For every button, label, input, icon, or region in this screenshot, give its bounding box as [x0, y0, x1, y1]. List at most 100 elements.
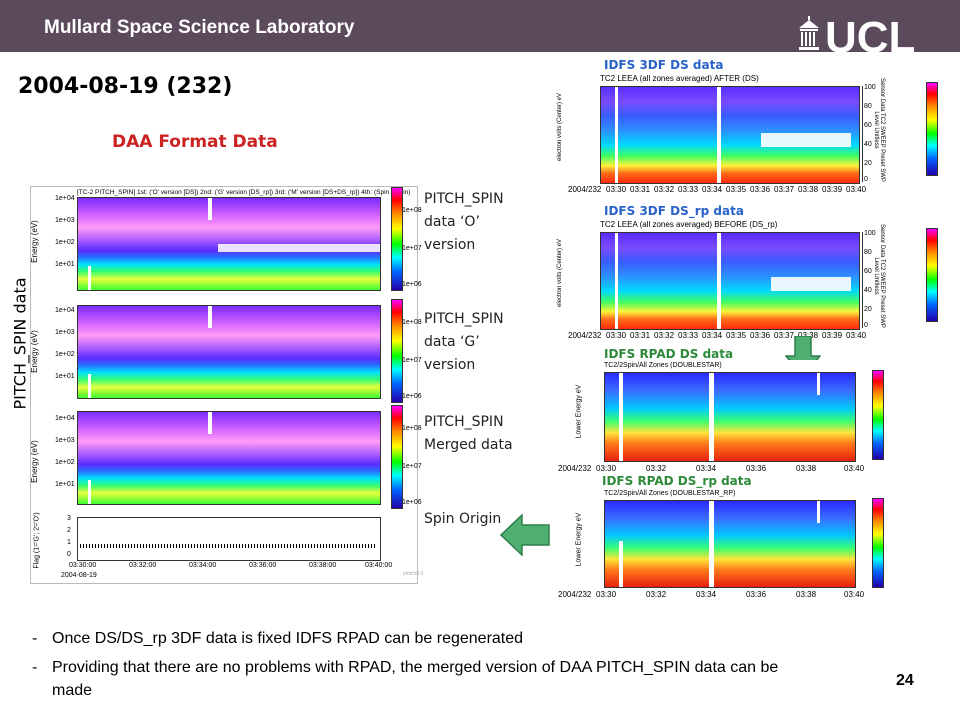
spectrogram-o-version — [77, 197, 381, 291]
trpadrp-4: 03:36 — [746, 590, 767, 599]
title-3df-ds-rp: TC2 LEEA (all zones averaged) BEFORE (DS… — [600, 220, 778, 229]
t3df-8: 03:37 — [774, 185, 795, 194]
plot-3df-ds-rp: TC2 LEEA (all zones averaged) BEFORE (DS… — [556, 218, 940, 346]
panel1-ylabel: Energy (eV) — [29, 220, 39, 263]
cb3-tick-2: 1e+06 — [402, 499, 422, 506]
colorbar-3df-ds-rp — [926, 228, 938, 322]
white-band — [218, 244, 380, 252]
swp-tick-4: 20 — [864, 160, 872, 167]
t3df-11: 03:40 — [846, 185, 867, 194]
swp-level-scale — [862, 232, 863, 328]
spectrogram-rpad-ds-rp — [604, 500, 856, 588]
p1-tick-0: 1e+04 — [55, 195, 75, 202]
cb3-tick-0: 1e+08 — [402, 425, 422, 432]
cb1-tick-0: 1e+08 — [402, 207, 422, 214]
t3dfrp-3: 03:32 — [654, 331, 675, 340]
spectrogram-3df-ds-rp — [600, 232, 860, 330]
t3dfrp-11: 03:40 — [846, 331, 867, 340]
data-gap — [208, 198, 212, 220]
note-o-version: PITCH_SPIN data ‘O’ version — [424, 191, 504, 253]
t3df-0: 2004/232 — [568, 185, 602, 194]
cb3-tick-1: 1e+07 — [402, 463, 422, 470]
flag-tick-2: 1 — [67, 539, 71, 546]
bullet-dash: - — [32, 630, 38, 647]
note-g-version: PITCH_SPIN data ‘G’ version — [424, 311, 504, 373]
date-title: 2004-08-19 (232) — [18, 74, 233, 99]
data-gap — [615, 87, 618, 183]
spin-origin-panel — [77, 517, 381, 561]
flag-tick-3: 0 — [67, 551, 71, 558]
bullet-2-text: Providing that there are no problems wit… — [52, 659, 779, 699]
trpad-3: 03:34 — [696, 464, 717, 473]
t3df-1: 03:30 — [606, 185, 627, 194]
data-gap — [619, 541, 623, 587]
white-patch — [771, 277, 851, 291]
swp-tick-3: 40 — [864, 141, 872, 148]
ylabel-rpad-ds-rp: Lower Energy eV — [575, 512, 583, 567]
p3-tick-0: 1e+04 — [55, 415, 75, 422]
swp-tick-2: 60 — [864, 122, 872, 129]
colorbar-rpad-ds-rp — [872, 498, 884, 588]
left-pitch-spin-plot: [TC-2 PITCH_SPIN] 1st: ('O' version [DS]… — [29, 186, 423, 584]
header-bar — [0, 0, 960, 52]
plot-3df-ds: TC2 LEEA (all zones averaged) AFTER (DS)… — [556, 72, 940, 200]
t3df-10: 03:39 — [822, 185, 843, 194]
spectrogram-g-version — [77, 305, 381, 399]
t3dfrp-1: 03:30 — [606, 331, 627, 340]
p3-tick-2: 1e+02 — [55, 459, 75, 466]
swp2-tick-4: 20 — [864, 306, 872, 313]
cb2-tick-2: 1e+06 — [402, 393, 422, 400]
title-3df-ds: TC2 LEEA (all zones averaged) AFTER (DS) — [600, 74, 759, 83]
cb1-tick-2: 1e+06 — [402, 281, 422, 288]
cb2-tick-1: 1e+07 — [402, 357, 422, 364]
t3dfrp-5: 03:34 — [702, 331, 723, 340]
data-gap — [709, 501, 714, 587]
bullet-2: - Providing that there are no problems w… — [32, 656, 812, 702]
p1-tick-3: 1e+01 — [55, 261, 75, 268]
caption-rpad-ds: IDFS RPAD DS data — [604, 347, 734, 361]
data-gap — [717, 233, 721, 329]
caption-rpad-ds-rp: IDFS RPAD DS_rp data — [602, 474, 752, 488]
data-gap — [717, 87, 721, 183]
caption-3df-ds-rp: IDFS 3DF DS_rp data — [604, 204, 744, 218]
p2-tick-3: 1e+01 — [55, 373, 75, 380]
plot-rpad-ds-rp: TC2/2Spin/All Zones (DOUBLESTAR_RP) Lowe… — [556, 488, 900, 602]
swp-level-scale — [862, 86, 863, 182]
panel4-ylabel: Flag (1='G'; 2='O') — [33, 512, 41, 569]
page-number: 24 — [896, 672, 914, 689]
colorbar-2 — [391, 299, 403, 403]
trpadrp-5: 03:38 — [796, 590, 817, 599]
daa-format-title: DAA Format Data — [112, 132, 278, 152]
t3dfrp-0: 2004/232 — [568, 331, 602, 340]
colorbar-1 — [391, 187, 403, 291]
data-gap — [88, 480, 91, 504]
side-3df-ds: Sensor Data TC2 SWEEP Preset SWP Level U… — [873, 78, 885, 182]
panel2-ylabel: Energy (eV) — [29, 330, 39, 373]
t3df-9: 03:38 — [798, 185, 819, 194]
trpadrp-1: 03:30 — [596, 590, 617, 599]
arrow-left-icon — [499, 513, 550, 561]
white-patch — [761, 133, 851, 147]
swp-tick-5: 0 — [864, 176, 868, 183]
spectrogram-merged — [77, 411, 381, 505]
trpadrp-2: 03:32 — [646, 590, 667, 599]
note-merged: PITCH_SPIN Merged data — [424, 414, 513, 453]
ylabel-3df-ds-rp: electron volts (Center) eV — [557, 238, 564, 308]
t3df-6: 03:35 — [726, 185, 747, 194]
t3df-4: 03:33 — [678, 185, 699, 194]
data-gap — [709, 373, 714, 461]
p1-tick-2: 1e+02 — [55, 239, 75, 246]
time-tick-5: 03:40:00 — [365, 562, 393, 569]
data-gap — [615, 233, 618, 329]
swp2-tick-5: 0 — [864, 322, 868, 329]
trpad-6: 03:40 — [844, 464, 865, 473]
ucl-logo: UCL — [795, 13, 953, 62]
swp2-tick-0: 100 — [864, 230, 876, 237]
note-spin-origin: Spin Origin — [424, 511, 502, 527]
plot-rpad-ds: TC2/2Spin/All Zones (DOUBLESTAR) Lower E… — [556, 360, 900, 474]
data-gap — [208, 412, 212, 434]
trpad-5: 03:38 — [796, 464, 817, 473]
t3dfrp-2: 03:31 — [630, 331, 651, 340]
bullet-1: - Once DS/DS_rp 3DF data is fixed IDFS RP… — [32, 627, 892, 650]
ylabel-3df-ds: electron volts (Center) eV — [557, 92, 564, 162]
